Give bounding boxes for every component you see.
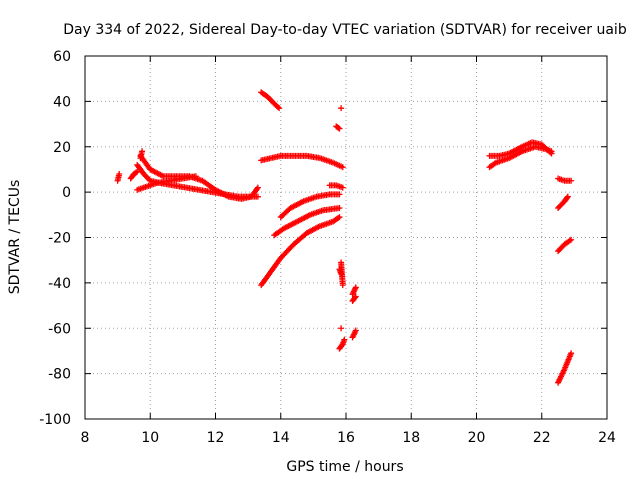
- data-point-marker: [339, 282, 346, 289]
- data-series-segment: [258, 89, 283, 112]
- data-point-marker: [254, 184, 261, 191]
- data-point-marker: [338, 105, 345, 112]
- y-tick-label: -20: [48, 231, 71, 247]
- data-point-marker: [352, 293, 359, 300]
- x-axis-label: GPS time / hours: [286, 459, 403, 475]
- data-series-segment: [555, 236, 575, 255]
- x-tick-label: 12: [207, 430, 225, 446]
- data-point-marker: [338, 270, 345, 277]
- data-series-segment: [555, 350, 575, 386]
- y-tick-label: -80: [48, 367, 71, 383]
- data-point-marker: [564, 194, 571, 201]
- data-point-marker: [276, 105, 283, 112]
- data-series-segment: [555, 175, 575, 184]
- data-point-marker: [352, 327, 359, 334]
- data-point-marker: [253, 185, 260, 192]
- x-tick-label: 14: [272, 430, 290, 446]
- y-tick-label: 60: [53, 49, 71, 65]
- data-point-marker: [336, 214, 343, 221]
- grid-lines: [85, 56, 607, 419]
- data-series-segment: [326, 182, 346, 191]
- data-point-marker: [352, 284, 359, 291]
- y-tick-label: -60: [48, 321, 71, 337]
- axis-ticks: 8 10 12 14 16 18 20 22 24 60 40 20 0 -20 -40 -60 -80 -100: [39, 49, 616, 446]
- data-series-segment: [349, 284, 359, 298]
- data-point-marker: [564, 193, 571, 200]
- data-series-segment: [333, 123, 343, 132]
- data-point-marker: [335, 124, 342, 131]
- data-series-segment: [271, 205, 343, 239]
- data-series-segment: [336, 266, 345, 277]
- y-axis-label: SDTVAR / TECUs: [7, 180, 23, 295]
- data-point-marker: [568, 177, 575, 184]
- y-tick-label: -100: [39, 412, 71, 428]
- data-series-segment: [555, 193, 571, 212]
- data-point-marker: [341, 336, 348, 343]
- data-point-marker: [133, 169, 140, 176]
- data-series-segment: [336, 336, 348, 352]
- data-series-segment: [277, 191, 343, 221]
- data-point-marker: [336, 125, 343, 132]
- data-series-segment: [349, 327, 359, 341]
- data-series-segment: [258, 214, 343, 289]
- y-tick-label: 20: [53, 140, 71, 156]
- data-point-marker: [338, 325, 345, 332]
- y-tick-label: -40: [48, 276, 71, 292]
- data-point-marker: [336, 205, 343, 212]
- x-tick-label: 18: [402, 430, 420, 446]
- data-series-segment: [338, 105, 345, 112]
- data-point-marker: [335, 214, 342, 221]
- data-point-marker: [548, 148, 555, 155]
- x-tick-label: 10: [141, 430, 159, 446]
- data-series-segment: [486, 143, 555, 171]
- x-tick-label: 16: [337, 430, 355, 446]
- y-tick-label: 40: [53, 94, 71, 110]
- data-point-marker: [139, 148, 146, 155]
- data-series-segment: [338, 325, 345, 332]
- data-point-marker: [339, 164, 346, 171]
- chart-title: Day 334 of 2022, Sidereal Day-to-day VTE…: [63, 22, 627, 38]
- data-series-segment: [258, 152, 346, 171]
- data-point-marker: [568, 236, 575, 243]
- data-series-segment: [137, 148, 146, 162]
- data-series-segment: [114, 170, 123, 184]
- y-tick-label: 0: [62, 185, 71, 201]
- x-tick-label: 24: [598, 430, 616, 446]
- data-point-marker: [351, 294, 358, 301]
- data-point-marker: [274, 104, 281, 111]
- data-point-marker: [568, 350, 575, 357]
- data-point-marker: [336, 191, 343, 198]
- data-point-marker: [192, 173, 199, 180]
- data-point-marker: [254, 193, 261, 200]
- data-point-marker: [116, 170, 123, 177]
- data-point-marker: [566, 237, 573, 244]
- data-point-marker: [339, 184, 346, 191]
- data-series-segment: [127, 168, 141, 182]
- data-points: [114, 89, 575, 386]
- x-tick-label: 22: [533, 430, 551, 446]
- data-series-segment: [349, 293, 359, 305]
- x-tick-label: 20: [468, 430, 486, 446]
- data-series-segment: [134, 173, 199, 193]
- x-tick-label: 8: [81, 430, 90, 446]
